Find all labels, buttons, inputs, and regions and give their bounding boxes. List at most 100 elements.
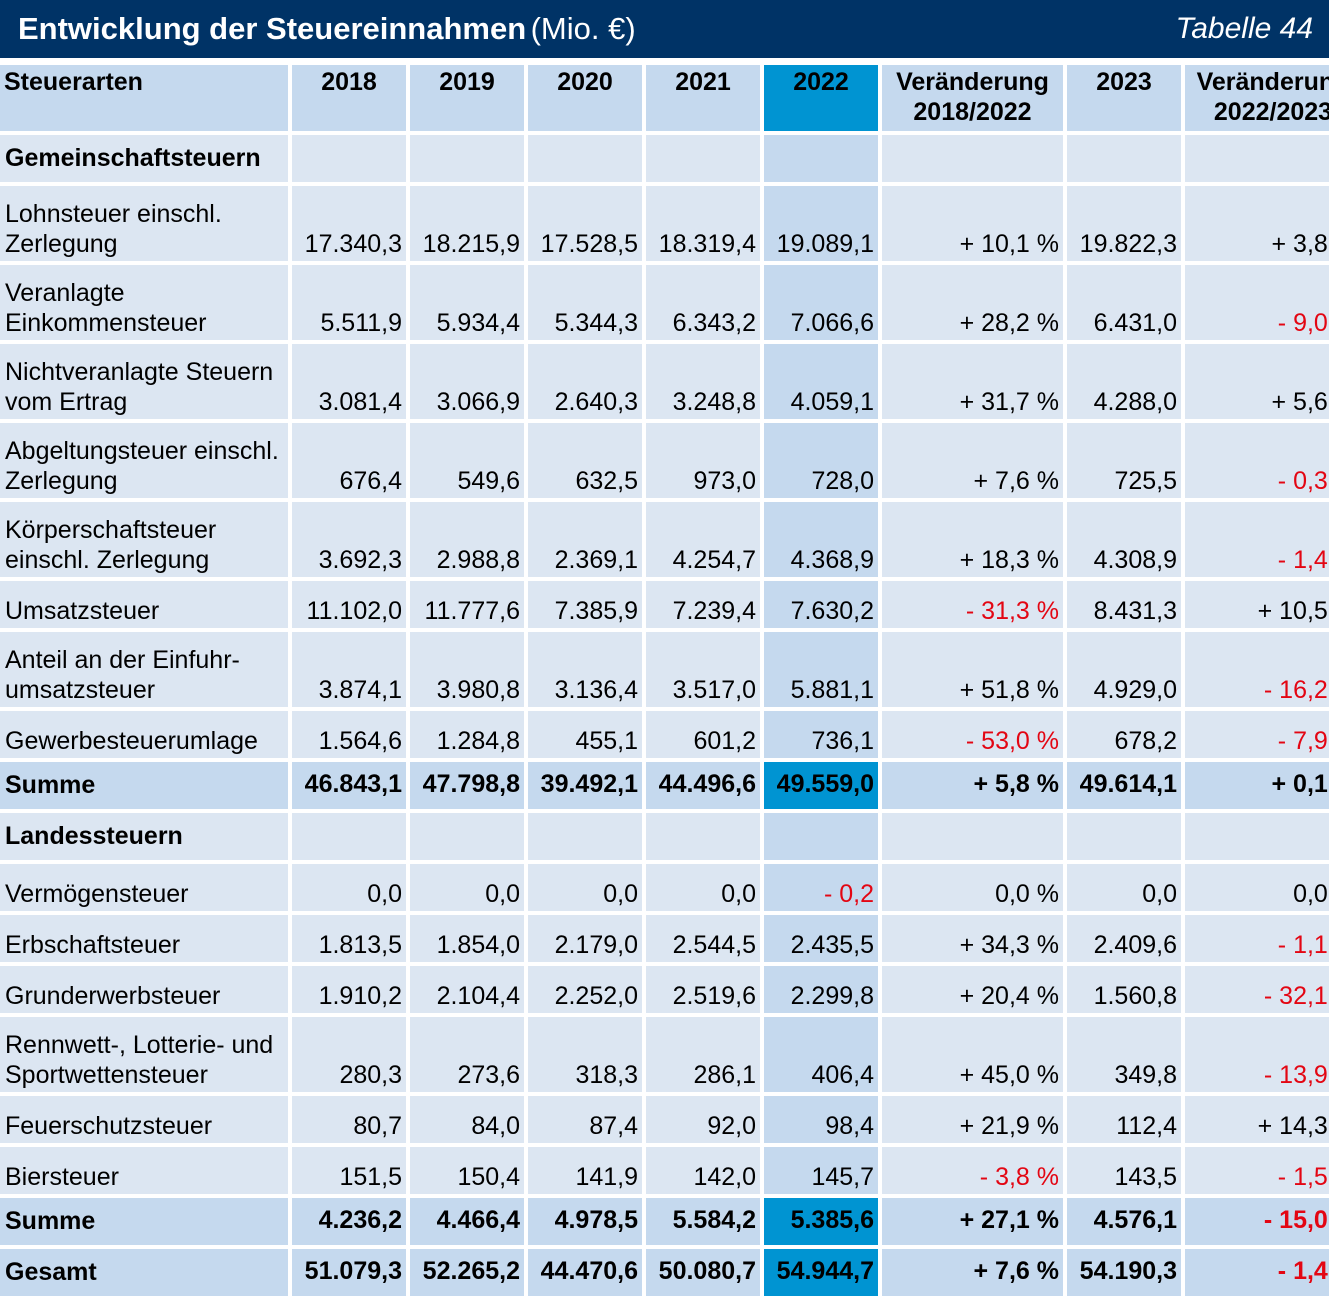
table-cell: - 1,4 %	[1185, 1249, 1329, 1296]
table-cell: 98,4	[764, 1096, 878, 1143]
table-cell: 17.528,5	[528, 186, 642, 261]
table-cell: 5.584,2	[646, 1198, 760, 1245]
table-cell: 0,0	[410, 864, 524, 911]
table-cell: 7.239,4	[646, 581, 760, 628]
table-row: Vermögensteuer 0,0 0,0 0,0 0,0- 0,2 0,0 % 0,0 0…	[0, 864, 1329, 911]
table-cell: 80,7	[292, 1096, 406, 1143]
table-cell: 3.517,0	[646, 632, 760, 707]
table-cell: 3.248,8	[646, 344, 760, 419]
row-label: Summe	[0, 1198, 288, 1245]
table-cell: - 32,1 %	[1185, 966, 1329, 1013]
table-cell: + 3,8 %	[1185, 186, 1329, 261]
table-cell: 455,1	[528, 711, 642, 758]
table-cell: 1.284,8	[410, 711, 524, 758]
table-cell: 2.544,5	[646, 915, 760, 962]
table-cell: 549,6	[410, 423, 524, 498]
table-cell: - 0,3 %	[1185, 423, 1329, 498]
table-cell: + 27,1 %	[882, 1198, 1063, 1245]
table-cell: + 10,1 %	[882, 186, 1063, 261]
table-cell	[528, 813, 642, 860]
table-cell: 2.519,6	[646, 966, 760, 1013]
title-text: Entwicklung der Steuereinnahmen	[18, 11, 527, 46]
table-cell: 678,2	[1067, 711, 1181, 758]
section-row: Landessteuern	[0, 813, 1329, 860]
row-label: Veranlagte Einkommensteuer	[0, 265, 288, 340]
col-header-2021: 2021	[646, 65, 760, 131]
table-cell: 2.409,6	[1067, 915, 1181, 962]
row-label: Gewerbesteuerumlage	[0, 711, 288, 758]
table-cell: 18.215,9	[410, 186, 524, 261]
table-title: Entwicklung der Steuereinnahmen (Mio. €)	[18, 11, 636, 47]
table-cell: 0,0	[1067, 864, 1181, 911]
col-header-tax-type: Steuerarten	[0, 65, 288, 131]
table-row: Nichtveranlagte Steuern vom Ertrag 3.081,…	[0, 344, 1329, 419]
table-cell: 0,0 %	[1185, 864, 1329, 911]
table-cell: 46.843,1	[292, 762, 406, 809]
table-cell: - 0,2	[764, 864, 878, 911]
table-cell: 4.308,9	[1067, 502, 1181, 577]
table-cell: + 21,9 %	[882, 1096, 1063, 1143]
table-cell	[646, 813, 760, 860]
table-cell: 2.299,8	[764, 966, 878, 1013]
table-cell: 6.431,0	[1067, 265, 1181, 340]
col-header-2020: 2020	[528, 65, 642, 131]
row-label: Rennwett-, Lotterie- und Sportwettensteu…	[0, 1017, 288, 1092]
table-cell: - 1,5 %	[1185, 1147, 1329, 1194]
table-cell: 2.179,0	[528, 915, 642, 962]
table-cell: 4.288,0	[1067, 344, 1181, 419]
table-cell	[1185, 135, 1329, 182]
table-cell: 1.854,0	[410, 915, 524, 962]
table-cell: 2.369,1	[528, 502, 642, 577]
row-label: Biersteuer	[0, 1147, 288, 1194]
table-row: Grunderwerbsteuer 1.910,2 2.104,4 2.252,0 2.…	[0, 966, 1329, 1013]
table-cell: 3.081,4	[292, 344, 406, 419]
table-cell: 736,1	[764, 711, 878, 758]
table-row: Biersteuer 151,5 150,4 141,9 142,0 145,7- 3,8…	[0, 1147, 1329, 1194]
table-cell	[882, 135, 1063, 182]
table-cell: 273,6	[410, 1017, 524, 1092]
table-cell	[1067, 813, 1181, 860]
table-cell: 7.630,2	[764, 581, 878, 628]
table-cell: 5.881,1	[764, 632, 878, 707]
table-cell: 1.813,5	[292, 915, 406, 962]
table-cell: - 15,0 %	[1185, 1198, 1329, 1245]
table-cell	[292, 813, 406, 860]
table-cell: 0,0 %	[882, 864, 1063, 911]
col-header-2018: 2018	[292, 65, 406, 131]
table-cell: 349,8	[1067, 1017, 1181, 1092]
table-row: Gewerbesteuerumlage 1.564,6 1.284,8 455,1 60…	[0, 711, 1329, 758]
table-cell	[292, 135, 406, 182]
table-cell: 1.564,6	[292, 711, 406, 758]
col-header-change-2018-2022: Veränderung 2018/2022	[882, 65, 1063, 131]
table-row: Anteil an der Einfuhr-umsatzsteuer 3.874,…	[0, 632, 1329, 707]
table-cell: 632,5	[528, 423, 642, 498]
table-cell: 151,5	[292, 1147, 406, 1194]
table-cell: 39.492,1	[528, 762, 642, 809]
row-label: Nichtveranlagte Steuern vom Ertrag	[0, 344, 288, 419]
row-label: Gesamt	[0, 1249, 288, 1296]
table-cell: + 7,6 %	[882, 423, 1063, 498]
table-cell: 47.798,8	[410, 762, 524, 809]
table-cell: 2.988,8	[410, 502, 524, 577]
table-cell: 19.089,1	[764, 186, 878, 261]
row-label: Umsatzsteuer	[0, 581, 288, 628]
table-cell	[410, 135, 524, 182]
table-cell: 406,4	[764, 1017, 878, 1092]
table-cell: - 13,9 %	[1185, 1017, 1329, 1092]
row-label: Erbschaftsteuer	[0, 915, 288, 962]
row-label: Summe	[0, 762, 288, 809]
table-cell: + 5,6 %	[1185, 344, 1329, 419]
table-cell: 112,4	[1067, 1096, 1181, 1143]
table-cell: 3.692,3	[292, 502, 406, 577]
table-cell: + 14,3 %	[1185, 1096, 1329, 1143]
table-row: Umsatzsteuer 11.102,0 11.777,6 7.385,9 7.239…	[0, 581, 1329, 628]
table-cell: + 20,4 %	[882, 966, 1063, 1013]
table-cell: 92,0	[646, 1096, 760, 1143]
table-row: Lohnsteuer einschl. Zerlegung 17.340,3 18.…	[0, 186, 1329, 261]
row-label: Grunderwerbsteuer	[0, 966, 288, 1013]
table-number: Tabelle 44	[1175, 12, 1313, 45]
table-row: Feuerschutzsteuer 80,7 84,0 87,4 92,0 98,4 + 2…	[0, 1096, 1329, 1143]
table-cell: - 7,9 %	[1185, 711, 1329, 758]
table-cell: 5.344,3	[528, 265, 642, 340]
table-cell: 280,3	[292, 1017, 406, 1092]
